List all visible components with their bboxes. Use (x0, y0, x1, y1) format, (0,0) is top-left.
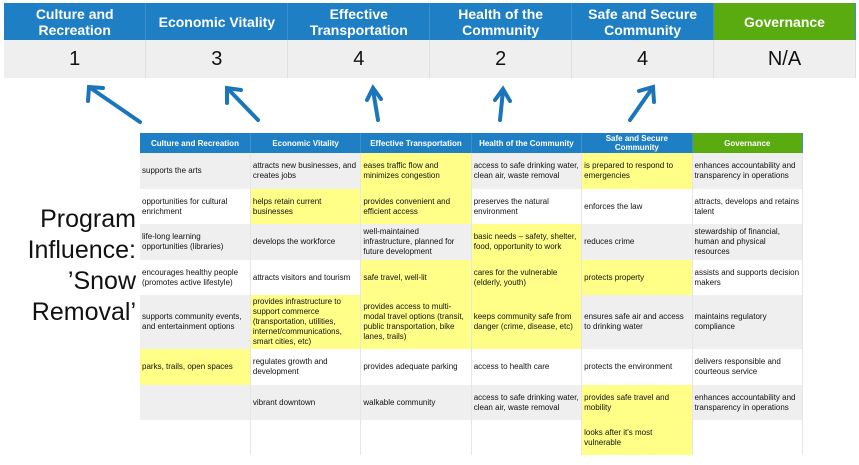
grid-cell: preserves the natural environment (471, 189, 583, 224)
grid-cell: encourages healthy people (promotes acti… (140, 260, 251, 295)
grid-cell: helps retain current businesses (250, 189, 362, 224)
grid-header: Health of the Community (471, 133, 583, 153)
grid-cell (471, 420, 583, 455)
label-line: Program (40, 205, 136, 233)
grid-cell: basic needs – safety, shelter, food, opp… (471, 224, 583, 260)
summary-score: 2 (429, 40, 573, 78)
table-row: parks, trails, open spaces regulates grow… (140, 349, 804, 385)
grid-cell: develops the workforce (250, 224, 362, 260)
summary-header: Governance (713, 3, 856, 40)
arrow-health-head (493, 85, 512, 103)
grid-cell: enhances accountability and transparency… (692, 153, 804, 189)
summary-score: 4 (571, 40, 715, 78)
grid-cell: provides adequate parking (360, 349, 472, 385)
summary-header: Economic Vitality (145, 3, 289, 40)
grid-cell: parks, trails, open spaces (140, 349, 251, 385)
grid-cell: vibrant downtown (250, 385, 362, 420)
grid-cell: enforces the law (581, 189, 693, 224)
grid-cell: looks after it's most vulnerable (581, 420, 693, 455)
grid-cell: access to safe drinking water, clean air… (471, 385, 583, 420)
label-line: ’Snow (67, 267, 136, 295)
table-row: supports the arts attracts new businesses… (140, 153, 804, 189)
grid-header: Governance (692, 133, 804, 153)
arrow-transportation (371, 88, 380, 122)
summary-score: 4 (287, 40, 431, 78)
grid-header: Safe and Secure Community (581, 133, 693, 153)
grid-cell (250, 420, 362, 455)
grid-cell: opportunities for cultural enrichment (140, 189, 251, 224)
summary-header: Safe and Secure Community (571, 3, 715, 40)
grid-cell: safe travel, well-lit (360, 260, 472, 295)
arrow-economic-head (225, 85, 243, 105)
grid-cell: cares for the vulnerable (elderly, youth… (471, 260, 583, 295)
program-influence-label: Program Influence: ’Snow Removal’ (10, 204, 136, 328)
grid-cell: protects the environment (581, 349, 693, 385)
arrow-culture (90, 87, 142, 124)
table-row: looks after it's most vulnerable (140, 420, 804, 455)
grid-header: Culture and Recreation (140, 133, 251, 153)
summary-header: Culture and Recreation (4, 3, 147, 40)
grid-cell (140, 385, 251, 420)
grid-header: Economic Vitality (250, 133, 362, 153)
grid-cell: attracts visitors and tourism (250, 260, 362, 295)
grid-cell: provides convenient and efficient access (360, 189, 472, 224)
grid-cell: access to health care (471, 349, 583, 385)
summary-score: 1 (4, 40, 147, 78)
grid-cell: supports the arts (140, 153, 251, 189)
grid-cell (692, 420, 804, 455)
summary-header: Effective Transportation (287, 3, 431, 40)
grid-cell: delivers responsible and courteous servi… (692, 349, 804, 385)
grid-cell: regulates growth and development (250, 349, 362, 385)
grid-cell (140, 420, 251, 455)
grid-cell: attracts new businesses, and creates job… (250, 153, 362, 189)
summary-score: 3 (145, 40, 289, 78)
table-row: life-long learning opportunities (librar… (140, 224, 804, 260)
grid-cell: provides safe travel and mobility (581, 385, 693, 420)
arrow-health (498, 89, 505, 122)
label-line: Removal’ (31, 298, 136, 326)
table-row: opportunities for cultural enrichment hel… (140, 189, 804, 224)
arrow-culture-head (86, 84, 105, 103)
table-row: vibrant downtown walkable community access… (140, 385, 804, 420)
grid-cell: attracts, develops and retains talent (692, 189, 804, 224)
arrow-safe (628, 88, 653, 122)
grid-cell: access to safe drinking water, clean air… (471, 153, 583, 189)
grid-cell: is prepared to respond to emergencies (581, 153, 693, 189)
arrow-economic (228, 89, 260, 122)
grid-cell: assists and supports decision makers (692, 260, 804, 295)
grid-cell: provides access to multi-modal travel op… (360, 295, 472, 349)
grid-cell: well-maintained infrastructure, planned … (360, 224, 472, 260)
label-line: Influence: (27, 236, 136, 264)
grid-header: Effective Transportation (360, 133, 472, 153)
grid-cell: provides infrastructure to support comme… (250, 295, 362, 349)
influence-grid: Culture and Recreation Economic Vitality E… (140, 133, 804, 455)
grid-cell: eases traffic flow and minimizes congest… (360, 153, 472, 189)
grid-cell: stewardship of financial, human and phys… (692, 224, 804, 260)
summary-table: Culture and Recreation Economic Vitality E… (4, 3, 856, 78)
summary-score: N/A (713, 40, 856, 78)
grid-cell: ensures safe air and access to drinking … (581, 295, 693, 349)
arrow-transportation-head (365, 84, 383, 102)
grid-cell: reduces crime (581, 224, 693, 260)
table-row: supports community events, and entertain… (140, 295, 804, 349)
grid-cell: protects property (581, 260, 693, 295)
table-row: encourages healthy people (promotes acti… (140, 260, 804, 295)
summary-header: Health of the Community (429, 3, 573, 40)
grid-cell: keeps community safe from danger (crime,… (471, 295, 583, 349)
grid-cell: life-long learning opportunities (librar… (140, 224, 251, 260)
arrow-safe-head (637, 84, 656, 104)
grid-cell: walkable community (360, 385, 472, 420)
grid-cell: maintains regulatory compliance (692, 295, 804, 349)
grid-cell: supports community events, and entertain… (140, 295, 251, 349)
grid-cell (360, 420, 472, 455)
grid-cell: enhances accountability and transparency… (692, 385, 804, 420)
